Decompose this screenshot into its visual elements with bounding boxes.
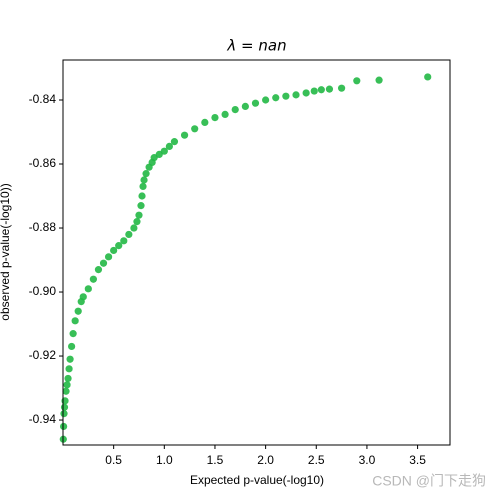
point (221, 110, 229, 119)
point (69, 330, 77, 338)
x-tick-label: 0.5 (105, 453, 122, 467)
watermark: CSDN @门下走狗 (372, 473, 486, 489)
point (251, 99, 260, 107)
point (310, 87, 318, 95)
point (133, 218, 141, 226)
y-tick-label: -0.88 (29, 220, 57, 234)
point (170, 138, 179, 146)
point (60, 422, 68, 431)
point (138, 192, 146, 200)
x-tick-label: 2.0 (257, 453, 274, 467)
point (262, 96, 270, 104)
point (139, 182, 147, 191)
point (79, 293, 87, 301)
point (272, 94, 280, 102)
point (191, 125, 199, 133)
point (424, 73, 432, 81)
x-tick-label: 2.5 (308, 453, 325, 467)
point (135, 211, 143, 219)
point (142, 170, 150, 178)
point (84, 285, 92, 293)
point (201, 118, 209, 127)
point (180, 131, 189, 139)
y-tick-label: -0.86 (29, 156, 57, 170)
point (89, 275, 97, 283)
x-tick-label: 1.5 (207, 453, 224, 467)
y-tick-label: -0.92 (29, 348, 57, 362)
point (282, 92, 290, 100)
plot-frame (62, 59, 451, 446)
point (74, 307, 82, 315)
point (130, 224, 138, 232)
x-axis-label: Expected p-value(-log10) (190, 473, 324, 487)
x-tick-label: 3.0 (359, 453, 376, 467)
point (375, 76, 383, 84)
point (160, 147, 168, 155)
point (325, 85, 334, 93)
point (317, 86, 325, 94)
point (60, 410, 68, 418)
y-tick-label: -0.84 (29, 92, 57, 106)
point (99, 259, 108, 267)
point (241, 102, 249, 111)
y-axis-label: observed p-value(-log10)) (0, 183, 12, 320)
point (292, 91, 300, 99)
point (137, 202, 145, 210)
chart-title: λ = nan (226, 37, 286, 55)
point (125, 230, 133, 239)
point (231, 106, 239, 114)
x-tick-label: 1.0 (156, 453, 173, 467)
y-tick-label: -0.90 (29, 284, 57, 298)
point (165, 142, 173, 151)
point (353, 77, 361, 85)
point (337, 84, 346, 92)
point (140, 176, 148, 184)
x-tick-label: 3.5 (409, 453, 426, 467)
point (211, 114, 219, 122)
point (64, 374, 72, 383)
point (71, 317, 79, 325)
point (62, 387, 70, 395)
y-tick-label: -0.94 (29, 412, 57, 426)
point (66, 355, 74, 363)
point (65, 365, 73, 373)
point (68, 342, 76, 351)
point (120, 237, 128, 245)
point (302, 89, 310, 97)
point (60, 403, 69, 411)
point (63, 381, 71, 389)
point (115, 242, 123, 250)
point (104, 253, 113, 261)
point (110, 246, 118, 255)
point (94, 266, 103, 274)
